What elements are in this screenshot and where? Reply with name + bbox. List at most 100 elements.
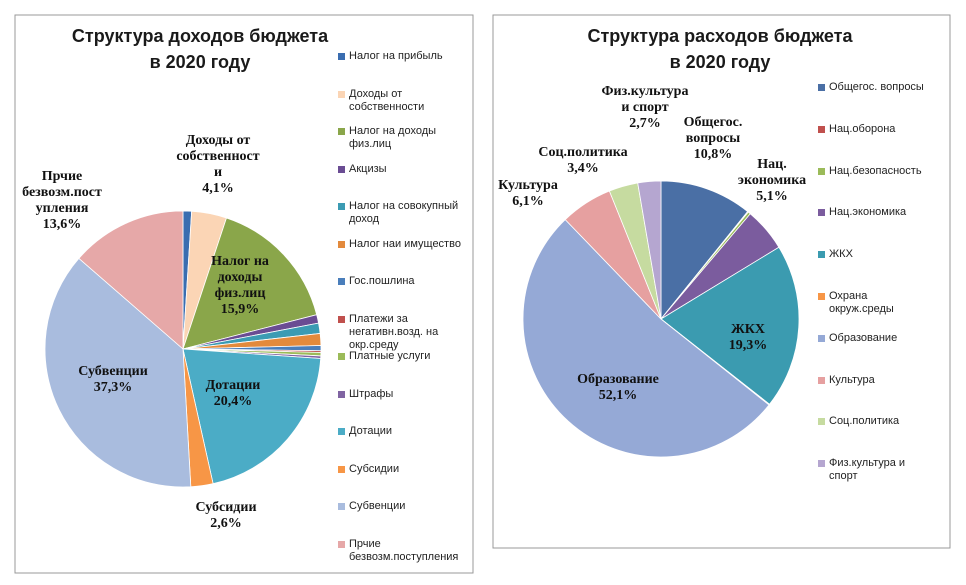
slice-label: и	[214, 165, 222, 180]
legend-swatch	[338, 278, 345, 285]
legend-label: Акцизы	[349, 162, 387, 175]
slice-label: Нац.	[757, 157, 786, 172]
legend-item: Нац.безопасность	[818, 165, 933, 178]
legend-label: Соц.политика	[829, 415, 900, 428]
legend-item: Гос.пошлина	[338, 275, 463, 288]
slice-label: Соц.политика	[538, 145, 627, 160]
legend-swatch	[338, 540, 345, 548]
slice-label: упления	[36, 201, 89, 216]
slice-label: Физ.культура	[602, 84, 689, 99]
legend-label: Доходы от собственности	[349, 87, 425, 113]
legend-item: Налог на прибыль	[338, 50, 463, 63]
legend-label: Налог на совокупный доход	[349, 200, 459, 225]
legend-swatch	[818, 167, 825, 175]
legend-item: Платежи за негативн.возд. на окр.среду	[338, 313, 463, 352]
slice-label: Дотации	[206, 378, 261, 393]
legend-item: Доходы от собственности	[338, 88, 463, 114]
legend-swatch	[338, 128, 345, 135]
legend-item: Охрана окруж.среды	[818, 290, 933, 316]
slice-label: 3,4%	[567, 161, 599, 176]
legend-item: Нац.экономика	[818, 206, 933, 219]
chart-title: Структура расходов бюджета	[587, 26, 853, 46]
legend-item: Общегос. вопросы	[818, 81, 933, 94]
slice-label: 4,1%	[202, 181, 234, 196]
legend-swatch	[338, 165, 345, 173]
slice-label: 2,7%	[629, 116, 661, 131]
slice-label: 52,1%	[599, 388, 638, 403]
slice-label: и спорт	[621, 100, 668, 115]
pie-slice	[78, 210, 184, 350]
legend-swatch	[338, 90, 345, 98]
legend-swatch	[818, 376, 825, 384]
legend-item: Дотации	[338, 425, 463, 438]
legend-item: Акцизы	[338, 163, 463, 176]
legend-swatch	[818, 251, 825, 259]
legend-label: Гос.пошлина	[349, 275, 415, 287]
legend-label: ЖКХ	[829, 248, 853, 261]
legend-label: Прчие безвозм.поступления	[349, 537, 459, 563]
legend-swatch	[338, 428, 345, 435]
legend-item: Налог на совокупный доход	[338, 200, 463, 226]
pie-slice	[637, 180, 662, 320]
slice-label: 10,8%	[694, 147, 733, 162]
legend-label: Охрана окруж.среды	[829, 290, 894, 315]
slice-label: Прчие	[42, 169, 83, 184]
legend-label: Налог на прибыль	[349, 50, 443, 62]
slice-label: 2,6%	[210, 516, 242, 531]
slice-label: вопросы	[686, 131, 741, 146]
legend-swatch	[818, 334, 825, 342]
legend-label: Образование	[829, 331, 898, 344]
legend-label: Субсидии	[349, 462, 400, 475]
legend-swatch	[818, 209, 825, 217]
slice-label: доходы	[218, 270, 263, 285]
legend-item: Налог на доходы физ.лиц	[338, 125, 463, 151]
legend-label: Физ.культура и спорт	[829, 457, 906, 483]
legend-label: Налог на доходы физ.лиц	[349, 125, 437, 150]
legend-item: Платные услуги	[338, 350, 463, 363]
legend-item: Физ.культура и спорт	[818, 457, 933, 483]
slice-label: Образование	[577, 372, 659, 387]
legend-label: Нац.экономика	[829, 206, 907, 219]
pie-slice	[660, 246, 800, 405]
slice-label: собственност	[176, 149, 259, 164]
legend-item: Субвенции	[338, 500, 463, 513]
legend-item: Налог наи имущество	[338, 238, 463, 251]
pie-slice	[522, 219, 770, 458]
slice-label: 19,3%	[729, 338, 768, 353]
slice-label: 6,1%	[512, 194, 544, 209]
slice-label: Культура	[498, 178, 558, 193]
legend-label: Налог наи имущество	[349, 237, 461, 250]
slice-label: безвозм.пост	[22, 185, 102, 200]
pie-slice	[182, 348, 322, 485]
pie-slice	[660, 180, 749, 321]
legend-item: ЖКХ	[818, 248, 933, 261]
legend-swatch	[338, 503, 345, 510]
chart-title: в 2020 году	[670, 52, 771, 72]
slice-label: Доходы от	[186, 133, 251, 148]
legend-item: Нац.оборона	[818, 123, 933, 136]
slice-label: экономика	[738, 173, 806, 188]
legend-swatch	[818, 125, 825, 133]
slice-label: Субвенции	[78, 364, 148, 379]
legend-swatch	[338, 353, 345, 360]
legend-label: Нац.безопасность	[829, 164, 922, 177]
legend-swatch	[818, 418, 825, 426]
chart-title: в 2020 году	[150, 52, 251, 72]
legend-swatch	[338, 390, 345, 398]
pie-slice	[44, 257, 192, 488]
pie-slice	[182, 217, 318, 350]
slice-label: 20,4%	[214, 394, 253, 409]
legend-item: Штрафы	[338, 388, 463, 401]
legend-swatch	[338, 53, 345, 60]
slice-label: ЖКХ	[731, 322, 765, 337]
legend-swatch	[818, 293, 825, 300]
legend-label: Дотации	[349, 425, 393, 437]
legend-label: Субвенции	[349, 500, 406, 512]
legend-swatch	[338, 465, 345, 473]
slice-label: 5,1%	[756, 189, 788, 204]
slice-label: Налог на	[211, 254, 269, 269]
legend-label: Нац.оборона	[829, 122, 896, 135]
legend-swatch	[338, 240, 345, 248]
legend-swatch	[338, 315, 345, 323]
